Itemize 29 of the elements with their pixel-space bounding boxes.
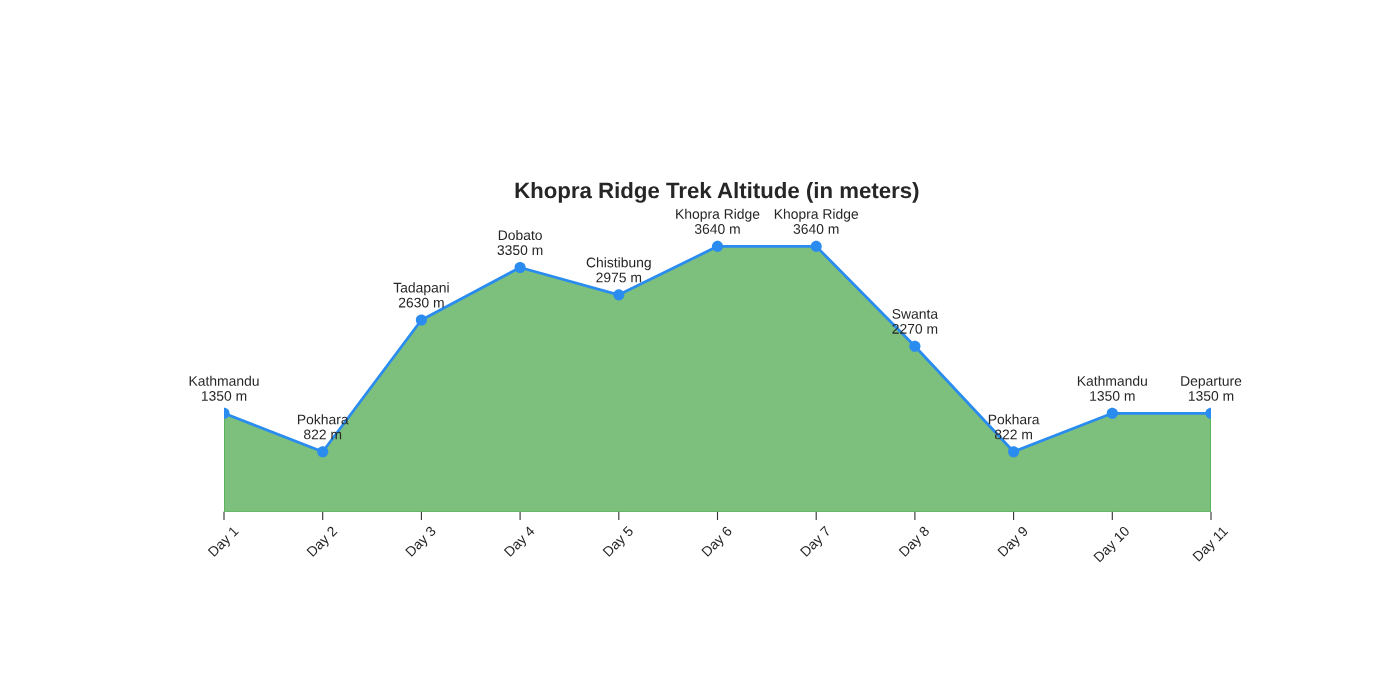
point [909,340,921,352]
x-tick-label: Day 3 [405,525,439,559]
data-label: Chistibung 2975 m [586,257,651,283]
x-tick-label: Day 6 [701,525,735,559]
data-label: Kathmandu 1350 m [1077,375,1147,401]
x-tick-label: Day 11 [1192,525,1231,564]
data-label: Kathmandu 1350 m [189,375,259,401]
x-tick-label: Day 10 [1093,525,1133,565]
point [711,240,724,252]
x-tick-label: Day 4 [503,525,538,559]
data-label: Dobato 3350 m [497,229,543,256]
chart-title: Khopra Ridge Trek Altitude (in meters) [515,182,919,203]
point [1008,446,1020,458]
point [810,240,822,252]
x-tick-label: Day 2 [306,525,340,559]
point [514,261,526,274]
x-tick-label: Day 7 [799,525,834,559]
x-tick-label: Day 1 [207,525,241,559]
point [613,289,625,301]
point [415,314,427,326]
point [1106,407,1118,419]
x-tick-label: Day 8 [898,525,932,559]
point [317,446,329,458]
data-label: Khopra Ridge 3640 m [676,208,760,234]
data-label: Tadapani 2630 m [393,282,449,308]
x-tick-label: Day 5 [602,525,636,559]
data-label: Departure 1350 m [1181,376,1242,401]
data-label: Khopra Ridge 3640 m [774,208,859,234]
x-tick-label: Day 9 [997,525,1031,559]
